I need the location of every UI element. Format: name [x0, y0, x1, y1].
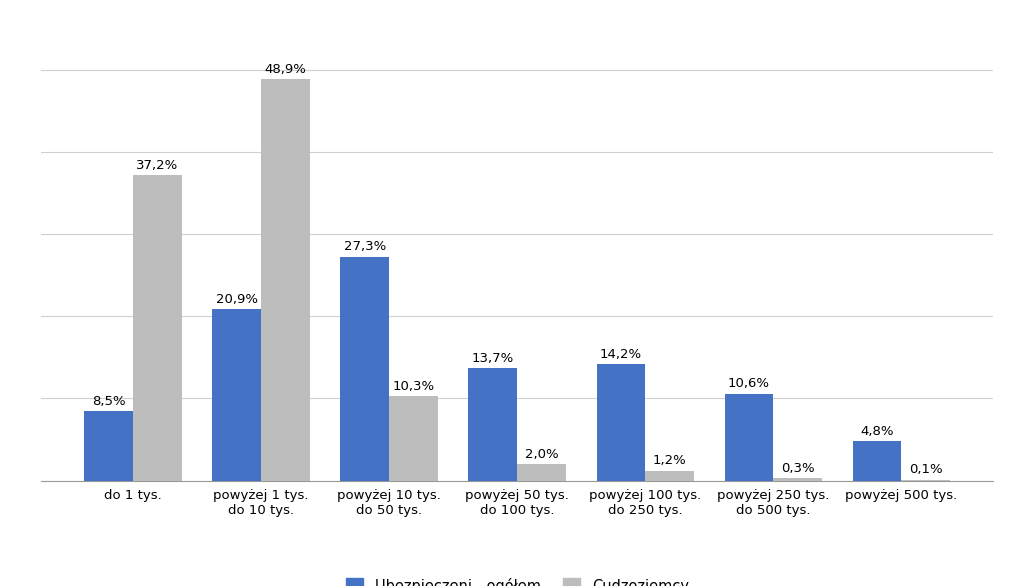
Text: 13,7%: 13,7%	[472, 352, 514, 365]
Bar	[340, 257, 389, 481]
Text: 1,2%: 1,2%	[652, 454, 686, 468]
Bar	[725, 394, 773, 481]
Bar	[212, 309, 261, 481]
Bar	[133, 175, 181, 481]
Bar	[773, 478, 822, 481]
Text: 2,0%: 2,0%	[524, 448, 558, 461]
Text: 10,6%: 10,6%	[728, 377, 770, 390]
Text: 8,5%: 8,5%	[92, 394, 125, 407]
Text: 37,2%: 37,2%	[136, 159, 178, 172]
Bar	[645, 471, 694, 481]
Text: 0,1%: 0,1%	[909, 464, 942, 476]
Text: 48,9%: 48,9%	[264, 63, 306, 76]
Bar	[597, 364, 645, 481]
Legend: Ubezpieczeni - ogółem, Cudzoziemcy: Ubezpieczeni - ogółem, Cudzoziemcy	[340, 572, 694, 586]
Text: 10,3%: 10,3%	[392, 380, 434, 393]
Bar	[517, 464, 566, 481]
Bar	[468, 368, 517, 481]
Text: 4,8%: 4,8%	[860, 425, 894, 438]
Bar	[261, 79, 309, 481]
Text: 14,2%: 14,2%	[600, 347, 642, 361]
Text: 20,9%: 20,9%	[216, 293, 258, 306]
Bar	[901, 480, 950, 481]
Bar	[853, 441, 901, 481]
Text: 27,3%: 27,3%	[344, 240, 386, 253]
Text: 0,3%: 0,3%	[780, 462, 814, 475]
Bar	[389, 396, 437, 481]
Bar	[84, 411, 133, 481]
